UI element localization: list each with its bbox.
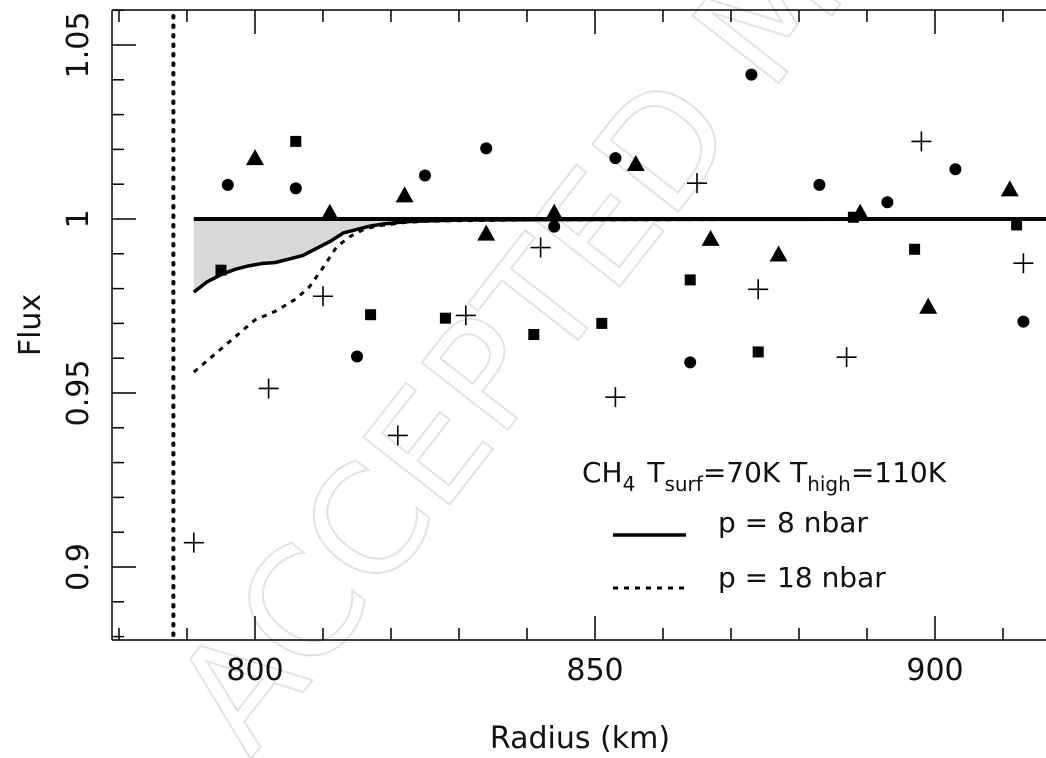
data-points [183, 68, 1034, 553]
triangle-point [545, 203, 564, 220]
circle-point [480, 142, 493, 155]
legend-annotation: CH4 Tsurf=70K Thigh=110K [582, 456, 947, 496]
circle-point [949, 163, 962, 176]
triangle-point [701, 229, 720, 246]
y-axis-label: Flux [13, 294, 48, 356]
triangle-point [320, 203, 339, 220]
tick-labels: 800 850 900 0.9 0.95 1 1.05 [61, 12, 964, 688]
plus-point [687, 173, 707, 194]
legend-label-8nbar: p = 8 nbar [718, 506, 868, 539]
plus-point [313, 286, 333, 307]
circle-point [684, 356, 697, 369]
legend: CH4 Tsurf=70K Thigh=110K p = 8 nbar p = 18… [582, 456, 947, 594]
circle-point [419, 169, 431, 182]
circle-point [221, 178, 234, 191]
triangle-point [395, 186, 414, 203]
t-surf-value: =70K [703, 456, 781, 489]
plus-point [387, 425, 408, 446]
x-axis-label: Radius (km) [490, 721, 670, 756]
square-point [290, 135, 302, 147]
plus-point [911, 131, 932, 152]
y-tick-label: 1.05 [61, 12, 96, 79]
circle-point [813, 178, 826, 191]
x-tick-label: 850 [566, 653, 623, 688]
triangle-point [246, 149, 264, 166]
legend-label-18nbar: p = 18 nbar [718, 561, 886, 594]
square-point [847, 211, 859, 223]
triangle-point [626, 155, 645, 172]
x-tick-label: 900 [906, 653, 963, 688]
plus-point [530, 237, 551, 258]
circle-point [745, 68, 758, 81]
square-point [909, 243, 921, 255]
plus-point [748, 279, 769, 300]
square-point [752, 346, 764, 358]
t-surf-subscript: surf [664, 472, 703, 496]
circle-point [548, 220, 561, 233]
square-point [684, 274, 696, 286]
plus-point [455, 305, 476, 326]
circle-point [881, 196, 894, 209]
absorption-shading [193, 219, 425, 293]
y-tick-label: 0.95 [61, 360, 96, 427]
triangle-point [477, 224, 496, 241]
plus-point [183, 532, 204, 553]
triangle-point [919, 297, 938, 314]
t-surf-label: T [646, 456, 665, 489]
square-point [1011, 219, 1023, 231]
watermark: ACCEPTED MANUSCRIPT [141, 0, 1046, 758]
ticks [112, 9, 1004, 640]
x-tick-label: 800 [226, 653, 283, 688]
plus-point [258, 378, 279, 399]
plus-point [1013, 253, 1034, 274]
circle-point [289, 182, 302, 195]
square-point [365, 309, 377, 321]
square-point [528, 329, 540, 341]
t-high-subscript: high [807, 472, 851, 496]
circle-point [351, 350, 363, 363]
y-tick-label: 0.9 [61, 543, 96, 591]
shaded-region [193, 219, 425, 293]
triangle-point [1000, 180, 1019, 197]
square-point [439, 312, 451, 324]
species-subscript: 4 [623, 472, 636, 496]
y-tick-label: 1 [61, 209, 96, 228]
plus-point [605, 387, 626, 408]
square-point [215, 264, 227, 276]
t-high-value: =110K [851, 456, 947, 489]
triangle-point [769, 245, 788, 262]
plus-point [836, 347, 857, 368]
species-label: CH [582, 456, 623, 489]
t-high-label: T [789, 456, 808, 489]
circle-point [609, 152, 622, 165]
square-point [596, 317, 608, 329]
circle-point [1017, 315, 1030, 328]
